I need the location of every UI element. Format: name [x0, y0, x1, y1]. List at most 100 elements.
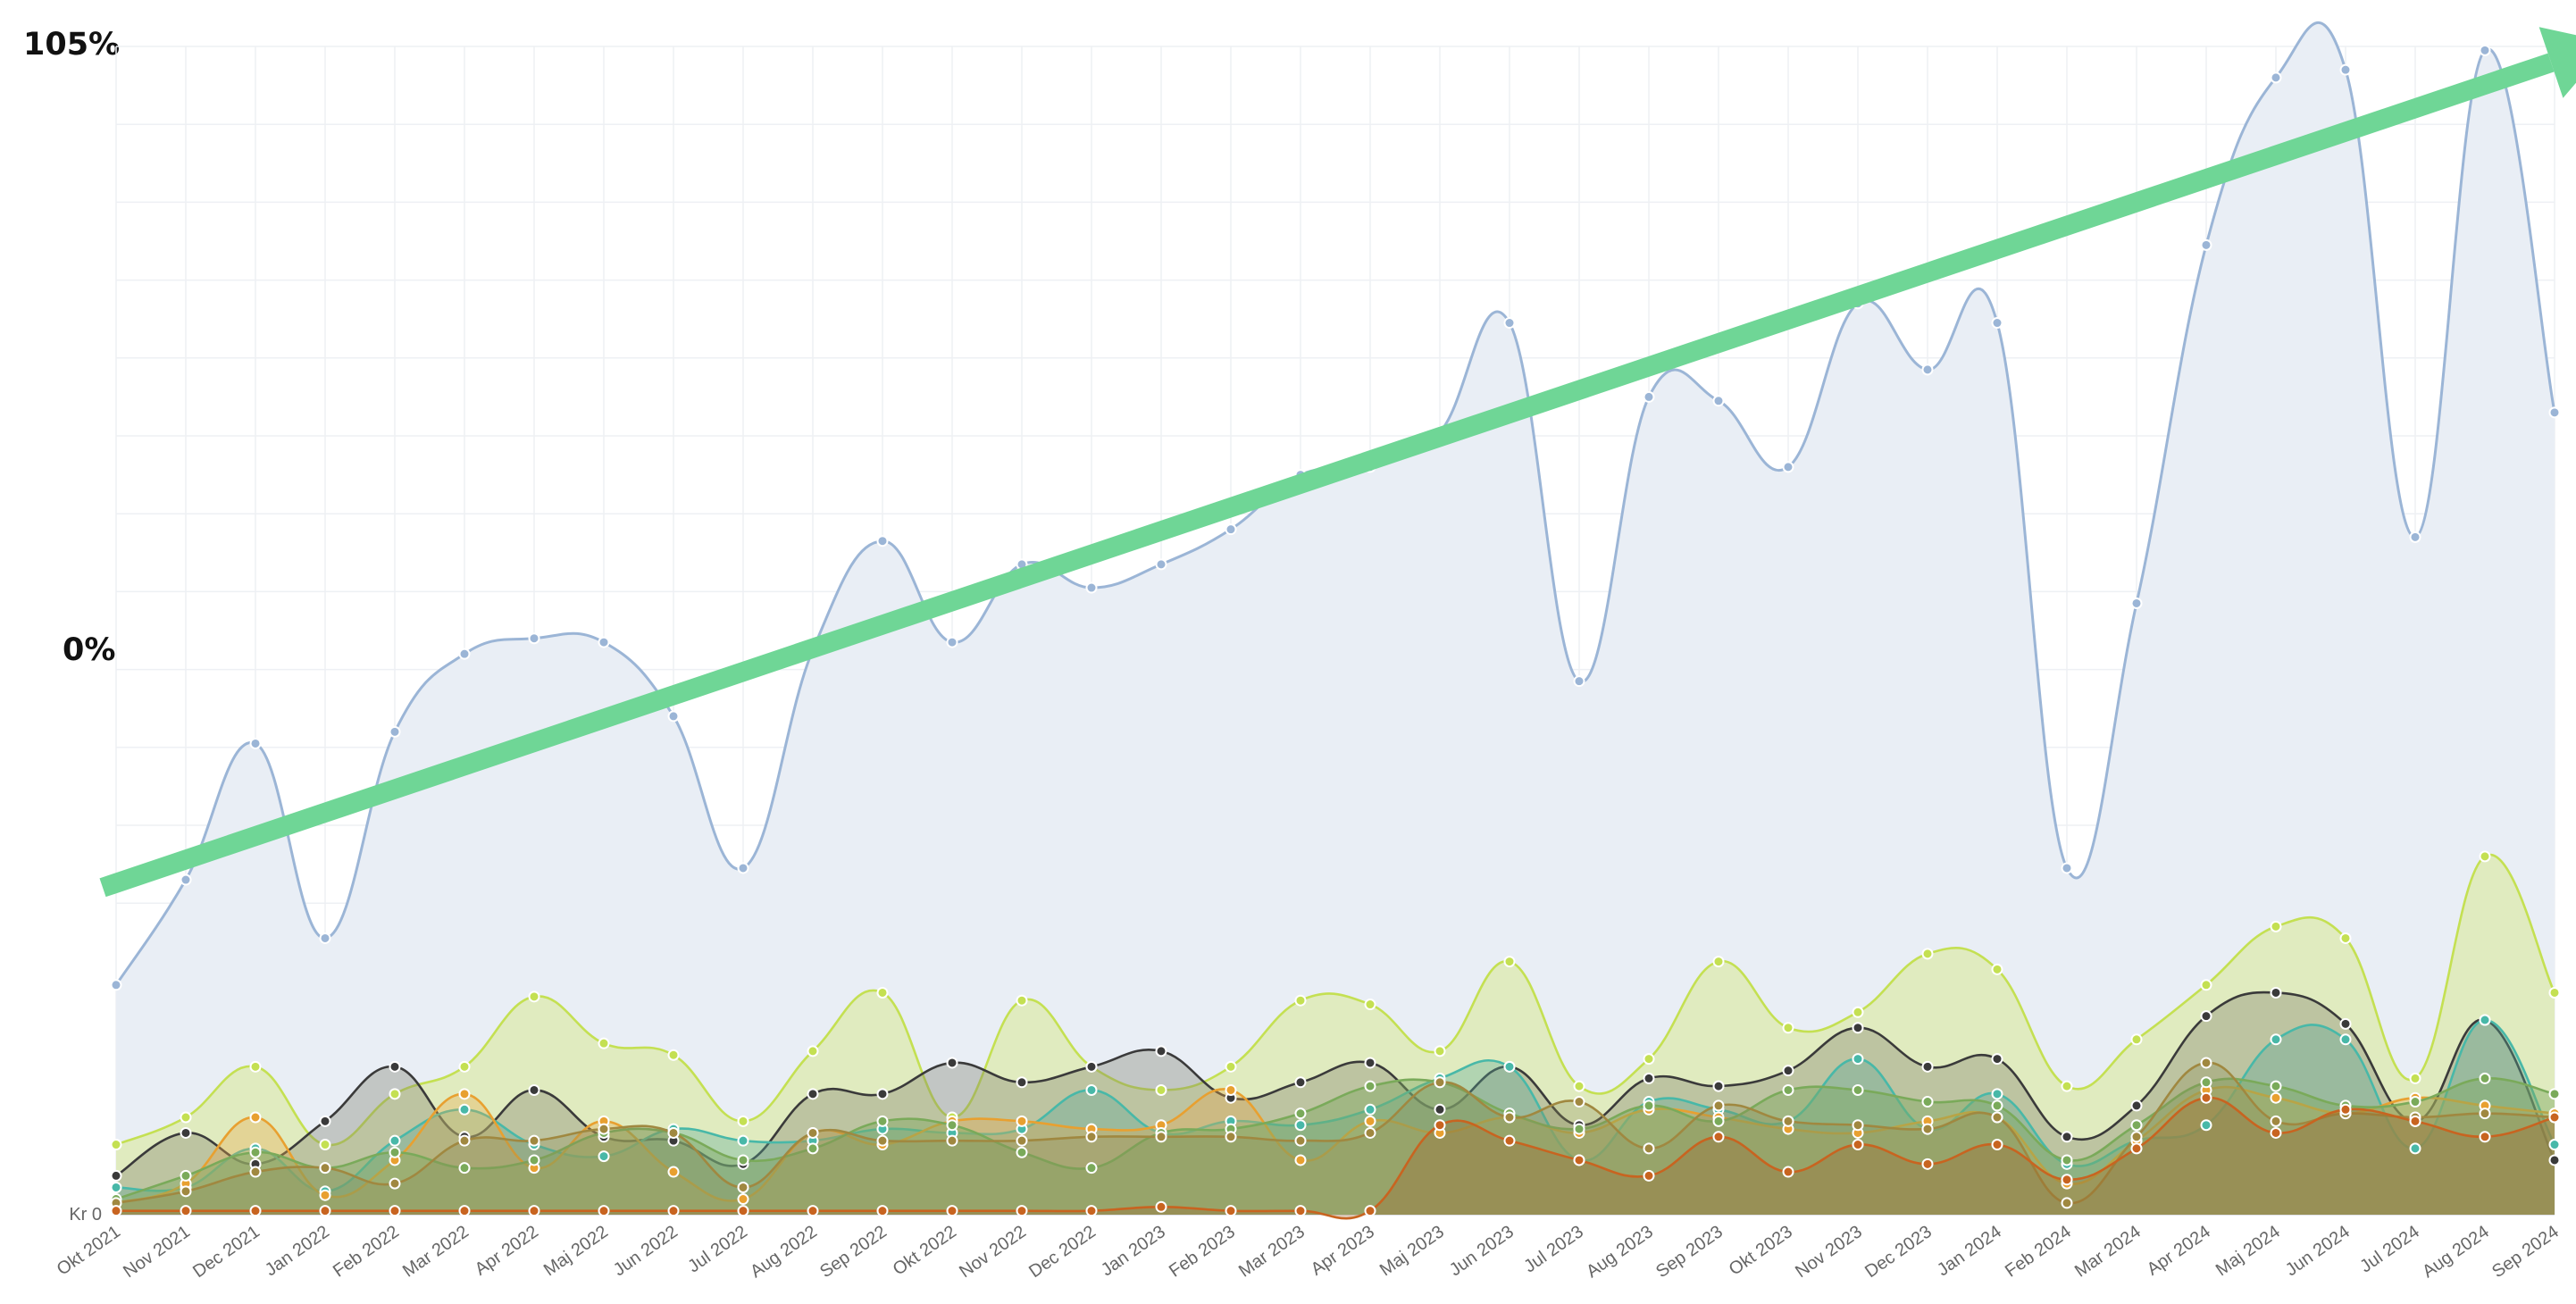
- data-point: [1503, 956, 1516, 968]
- data-point: [1225, 1083, 1237, 1096]
- data-point: [1852, 1119, 1864, 1132]
- data-point: [1225, 523, 1237, 536]
- data-point: [249, 1166, 262, 1178]
- x-tick-label: Sep 2022: [816, 1222, 891, 1282]
- data-point: [2130, 597, 2143, 609]
- data-point: [528, 1083, 540, 1096]
- data-point: [1921, 1060, 1934, 1073]
- data-point: [458, 1060, 471, 1073]
- x-tick-label: Apr 2022: [472, 1222, 542, 1280]
- data-point: [1782, 1115, 1794, 1127]
- data-point: [2409, 1115, 2421, 1127]
- data-point: [667, 1126, 680, 1139]
- data-point: [2061, 1197, 2073, 1209]
- data-point: [458, 1134, 471, 1147]
- data-point: [2200, 1076, 2212, 1089]
- series-line: [115, 1096, 2555, 1220]
- x-tick-label: Dec 2023: [1861, 1222, 1936, 1282]
- data-point: [1434, 1076, 1446, 1089]
- data-point: [389, 1060, 401, 1073]
- data-point: [2130, 1099, 2143, 1112]
- data-point: [1852, 1022, 1864, 1034]
- data-point: [2409, 1096, 2421, 1108]
- data-point: [1921, 948, 1934, 960]
- x-tick-label: Jun 2022: [610, 1222, 682, 1280]
- data-point: [110, 1139, 122, 1151]
- x-tick-label: Sep 2023: [1652, 1222, 1727, 1282]
- data-point: [180, 1205, 192, 1217]
- data-point: [807, 1142, 819, 1155]
- data-point: [876, 1115, 889, 1127]
- data-point: [2061, 1131, 2073, 1143]
- x-tick-label: Mar 2023: [1235, 1222, 1309, 1281]
- data-point: [807, 1088, 819, 1100]
- data-point: [2061, 1174, 2073, 1186]
- x-tick-label: Jun 2024: [2282, 1222, 2354, 1280]
- data-point: [2548, 1088, 2561, 1100]
- data-point: [598, 1037, 610, 1049]
- data-point: [2200, 238, 2212, 251]
- data-point: [1085, 1060, 1098, 1073]
- data-point: [1643, 390, 1655, 403]
- x-tick-label: Dec 2022: [1025, 1222, 1100, 1282]
- data-point: [2479, 1108, 2491, 1120]
- data-point: [2270, 1091, 2282, 1104]
- data-point: [389, 1134, 401, 1147]
- data-point: [2200, 1057, 2212, 1069]
- data-point: [1503, 1111, 1516, 1124]
- data-point: [1155, 1131, 1167, 1143]
- data-point: [1294, 994, 1307, 1007]
- data-point: [946, 1134, 958, 1147]
- data-point: [1364, 1205, 1376, 1217]
- data-point: [2548, 1139, 2561, 1151]
- x-tick-label: Jul 2024: [2356, 1222, 2423, 1276]
- data-point: [667, 710, 680, 723]
- data-point: [319, 1189, 331, 1201]
- series-line: [115, 1077, 2555, 1200]
- data-point: [1434, 1045, 1446, 1057]
- data-point: [1712, 395, 1725, 407]
- data-point: [2061, 1080, 2073, 1092]
- top-percent-label: 105%: [23, 27, 121, 63]
- data-point: [1155, 1200, 1167, 1213]
- data-point: [1782, 1065, 1794, 1077]
- x-tick-label: Sep 2024: [2488, 1222, 2563, 1282]
- data-point: [598, 636, 610, 648]
- data-point: [1294, 1134, 1307, 1147]
- x-tick-label: Maj 2023: [1376, 1222, 1448, 1280]
- trend-arrow-shaft: [99, 53, 2555, 898]
- middle-percent-label: 0%: [63, 632, 116, 668]
- data-point: [389, 725, 401, 738]
- data-point: [737, 1181, 749, 1193]
- data-point: [1712, 1080, 1725, 1092]
- data-point: [2200, 1119, 2212, 1132]
- data-point: [667, 1205, 680, 1217]
- data-point: [807, 1126, 819, 1139]
- data-point: [1991, 1111, 2003, 1124]
- x-tick-label: Maj 2024: [2212, 1222, 2284, 1280]
- data-point: [807, 1045, 819, 1057]
- data-point: [1921, 1123, 1934, 1135]
- data-point: [598, 1123, 610, 1135]
- x-tick-label: Jul 2023: [1520, 1222, 1587, 1276]
- data-point: [1712, 1115, 1725, 1127]
- data-point: [528, 1205, 540, 1217]
- x-tick-label: Mar 2022: [399, 1222, 473, 1281]
- x-tick-label: Feb 2024: [2002, 1222, 2075, 1281]
- series-line: [114, 21, 2556, 986]
- data-point: [249, 1205, 262, 1217]
- data-point: [110, 1205, 122, 1217]
- data-point: [1503, 317, 1516, 330]
- data-point: [1991, 1088, 2003, 1100]
- series-area: [116, 1097, 2555, 1219]
- data-point: [1364, 1080, 1376, 1092]
- series-area: [116, 1062, 2555, 1215]
- data-point: [1782, 1166, 1794, 1178]
- data-point: [1573, 1096, 1585, 1108]
- data-point: [2339, 932, 2352, 944]
- data-point: [249, 1060, 262, 1073]
- data-point: [2479, 850, 2491, 863]
- data-point: [1016, 1146, 1028, 1158]
- data-point: [1921, 364, 1934, 376]
- data-point: [180, 1126, 192, 1139]
